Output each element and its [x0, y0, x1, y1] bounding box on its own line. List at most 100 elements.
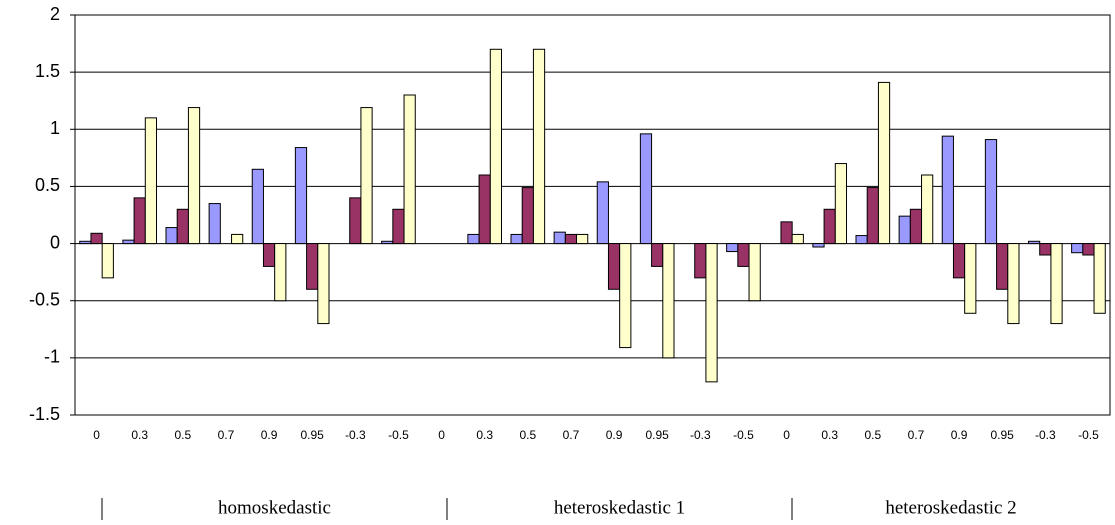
y-tick-label: 1 — [50, 118, 60, 138]
bar — [662, 243, 675, 359]
bar — [133, 197, 146, 245]
x-tick-label: 0.7 — [218, 428, 235, 442]
x-tick-label: 0.95 — [646, 428, 670, 442]
bar — [165, 227, 178, 245]
bar — [1071, 243, 1084, 254]
bar — [909, 208, 923, 245]
x-tick-label: -0.3 — [1035, 428, 1056, 442]
x-tick-label: 0.3 — [821, 428, 838, 442]
bar — [521, 187, 534, 245]
bar — [705, 243, 718, 383]
x-tick-label: 0.5 — [519, 428, 536, 442]
bar — [208, 203, 221, 245]
x-tick-label: 0.7 — [908, 428, 925, 442]
bar — [90, 232, 103, 245]
y-tick-label: -1.5 — [29, 404, 60, 424]
group-label: heteroskedastic 1 — [554, 497, 685, 518]
bar — [360, 107, 373, 245]
bar — [791, 233, 804, 245]
bar — [866, 187, 879, 245]
x-tick-label: -0.5 — [388, 428, 409, 442]
group-label: homoskedastic — [218, 497, 331, 518]
bar — [176, 208, 189, 245]
bar — [478, 174, 491, 245]
bar — [941, 135, 954, 245]
bar — [984, 139, 998, 245]
bar — [564, 233, 578, 245]
bar — [619, 243, 632, 349]
x-tick-label: 0 — [783, 428, 790, 442]
x-tick-label: 0.3 — [131, 428, 148, 442]
bar — [532, 48, 546, 245]
plot-frame — [74, 14, 1111, 416]
bar — [651, 243, 664, 267]
group-label: heteroskedastic 2 — [885, 497, 1016, 518]
bar — [1027, 240, 1041, 245]
bar — [812, 243, 825, 248]
bar — [576, 233, 589, 245]
bar — [996, 243, 1009, 290]
bar — [274, 243, 287, 302]
bar — [1093, 243, 1106, 314]
bar — [467, 233, 480, 245]
bar — [231, 233, 244, 245]
bar — [489, 48, 503, 245]
x-tick-label: -0.3 — [345, 428, 366, 442]
x-tick-label: 0 — [93, 428, 100, 442]
bar — [1007, 243, 1020, 325]
y-tick-label: 0 — [50, 232, 60, 252]
bar — [726, 243, 739, 253]
bar — [780, 221, 793, 245]
bar — [392, 208, 405, 245]
y-tick-label: -1 — [44, 347, 60, 367]
x-tick-label: -0.5 — [733, 428, 754, 442]
x-tick-label: -0.5 — [1078, 428, 1099, 442]
y-tick-label: -0.5 — [29, 289, 60, 309]
x-tick-label: -0.3 — [690, 428, 711, 442]
y-tick-label: 1.5 — [35, 61, 60, 81]
bar — [553, 231, 566, 245]
bar — [1082, 243, 1095, 256]
bar — [317, 243, 330, 325]
x-tick-label: 0.7 — [563, 428, 580, 442]
bar — [306, 243, 319, 290]
bar — [510, 233, 523, 245]
bar — [403, 94, 416, 245]
x-tick-label: 0.95 — [301, 428, 325, 442]
bar — [921, 174, 934, 245]
bar — [1050, 243, 1063, 325]
x-tick-label: 0 — [438, 428, 445, 442]
x-tick-label: 0.95 — [991, 428, 1015, 442]
bar — [349, 197, 362, 245]
bar — [694, 243, 707, 279]
bar — [262, 243, 276, 267]
bar — [294, 147, 308, 245]
bar — [823, 208, 836, 245]
x-tick-label: 0.3 — [476, 428, 493, 442]
bar — [251, 168, 264, 245]
bar — [952, 243, 966, 279]
bar — [877, 81, 891, 245]
bar — [1039, 243, 1052, 256]
bar — [144, 117, 158, 245]
bar — [748, 243, 761, 302]
bar — [834, 163, 848, 245]
x-tick-label: 0.9 — [261, 428, 278, 442]
bar — [737, 243, 750, 267]
y-tick-label: 0.5 — [35, 175, 60, 195]
bar — [607, 243, 621, 290]
bar — [639, 133, 653, 245]
bar — [596, 181, 609, 245]
bar — [964, 243, 977, 314]
bar — [122, 239, 135, 245]
bar — [381, 240, 394, 245]
x-tick-label: 0.5 — [864, 428, 881, 442]
y-tick-label: 2 — [50, 4, 60, 24]
bar — [101, 243, 114, 279]
bar — [855, 235, 868, 245]
bar — [187, 107, 201, 245]
x-tick-label: 0.9 — [606, 428, 623, 442]
bar — [79, 240, 92, 245]
bar — [898, 215, 911, 245]
